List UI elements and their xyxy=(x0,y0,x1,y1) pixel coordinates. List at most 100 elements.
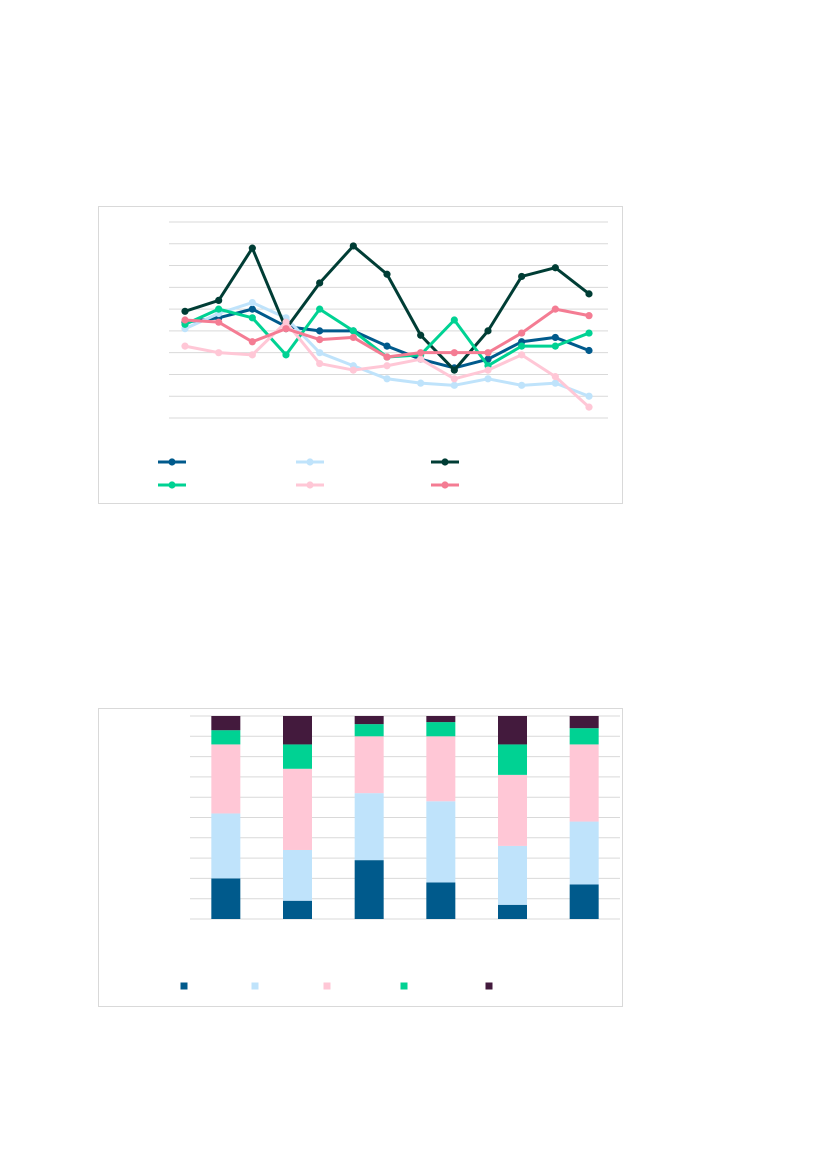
data-point xyxy=(316,349,324,357)
legend-item-1 xyxy=(158,458,186,466)
bar-segment xyxy=(498,845,527,905)
legend-swatch-2 xyxy=(251,982,259,990)
data-point xyxy=(484,375,492,383)
bar-segment xyxy=(211,730,241,745)
bar-stack-4 xyxy=(426,716,456,919)
bar-segment xyxy=(283,900,312,919)
data-point xyxy=(181,316,189,324)
data-point xyxy=(282,318,290,326)
legend-marker xyxy=(441,481,449,489)
bar-segment xyxy=(211,716,241,731)
bar-stack-5 xyxy=(498,716,527,919)
data-point xyxy=(585,329,593,337)
data-point xyxy=(248,314,256,322)
data-point xyxy=(383,270,391,278)
legend-marker xyxy=(306,481,314,489)
data-point xyxy=(585,403,593,411)
gridlines xyxy=(169,221,608,419)
data-point xyxy=(215,349,223,357)
legend-item-3 xyxy=(431,458,459,466)
legend-swatch-4 xyxy=(400,982,408,990)
data-point xyxy=(316,359,324,368)
data-point xyxy=(450,349,458,357)
bar-segment xyxy=(283,716,312,745)
bar-segment xyxy=(426,722,456,737)
data-point xyxy=(215,305,223,313)
bar-segment xyxy=(211,878,241,919)
data-point xyxy=(585,290,593,298)
stacked-bar-chart xyxy=(98,708,623,1007)
line-series-6 xyxy=(181,305,593,361)
data-point xyxy=(316,336,324,344)
legend-marker xyxy=(168,481,176,489)
data-point xyxy=(215,318,223,326)
data-point xyxy=(450,366,458,374)
bar-segment xyxy=(498,716,527,745)
data-point xyxy=(484,349,492,357)
data-point xyxy=(417,349,425,357)
data-point xyxy=(450,381,458,389)
bar-segment xyxy=(426,882,456,919)
series-line xyxy=(184,244,590,372)
data-point xyxy=(349,242,357,250)
data-point xyxy=(316,327,324,335)
data-point xyxy=(383,362,391,370)
legend-item-4 xyxy=(158,481,186,489)
bar-chart-svg xyxy=(180,715,620,990)
bar-segment xyxy=(569,716,599,729)
data-point xyxy=(316,305,324,313)
bar-segment xyxy=(498,774,527,846)
bar-segment xyxy=(569,821,599,885)
legend-swatch-3 xyxy=(323,982,331,990)
bar-segment xyxy=(354,716,384,725)
data-point xyxy=(215,296,223,304)
data-point xyxy=(518,381,526,389)
data-point xyxy=(518,351,526,359)
legend-marker xyxy=(306,458,314,466)
bar-segment xyxy=(211,744,241,814)
bar-stack-2 xyxy=(283,716,312,919)
data-point xyxy=(450,316,458,324)
bar-segment xyxy=(426,801,456,883)
gridlines xyxy=(190,715,620,920)
line-chart-svg xyxy=(158,221,608,489)
bar-segment xyxy=(569,744,599,822)
data-point xyxy=(518,329,526,337)
data-point xyxy=(585,346,593,355)
data-point xyxy=(248,338,256,346)
data-point xyxy=(551,333,559,342)
data-point xyxy=(349,366,357,374)
data-point xyxy=(417,379,425,387)
line-series-5 xyxy=(181,318,593,411)
legend-item-5 xyxy=(296,481,324,489)
bar-segment xyxy=(354,793,384,861)
data-point xyxy=(484,366,492,374)
data-point xyxy=(518,342,526,350)
data-point xyxy=(417,355,425,363)
bar-segment xyxy=(211,813,241,879)
data-point xyxy=(383,375,391,383)
data-point xyxy=(282,351,290,359)
bar-segment xyxy=(498,904,527,919)
data-point xyxy=(484,327,492,335)
legend-item-6 xyxy=(431,481,459,489)
bar-segment xyxy=(354,724,384,737)
data-point xyxy=(181,307,189,315)
data-point xyxy=(282,325,290,333)
bar-segment xyxy=(354,736,384,794)
legend-swatch-1 xyxy=(180,982,188,990)
data-point xyxy=(518,272,526,281)
data-point xyxy=(248,351,256,359)
data-point xyxy=(585,392,593,400)
data-point xyxy=(551,305,559,313)
legend-swatch-5 xyxy=(485,982,493,990)
data-point xyxy=(383,342,391,350)
bar-segment xyxy=(283,744,312,769)
legend-marker xyxy=(441,458,449,466)
data-point xyxy=(248,298,256,307)
bar-segment xyxy=(426,716,456,723)
line-chart xyxy=(98,206,623,504)
data-point xyxy=(551,373,559,381)
data-point xyxy=(551,342,559,350)
bar-stack-6 xyxy=(569,716,599,919)
